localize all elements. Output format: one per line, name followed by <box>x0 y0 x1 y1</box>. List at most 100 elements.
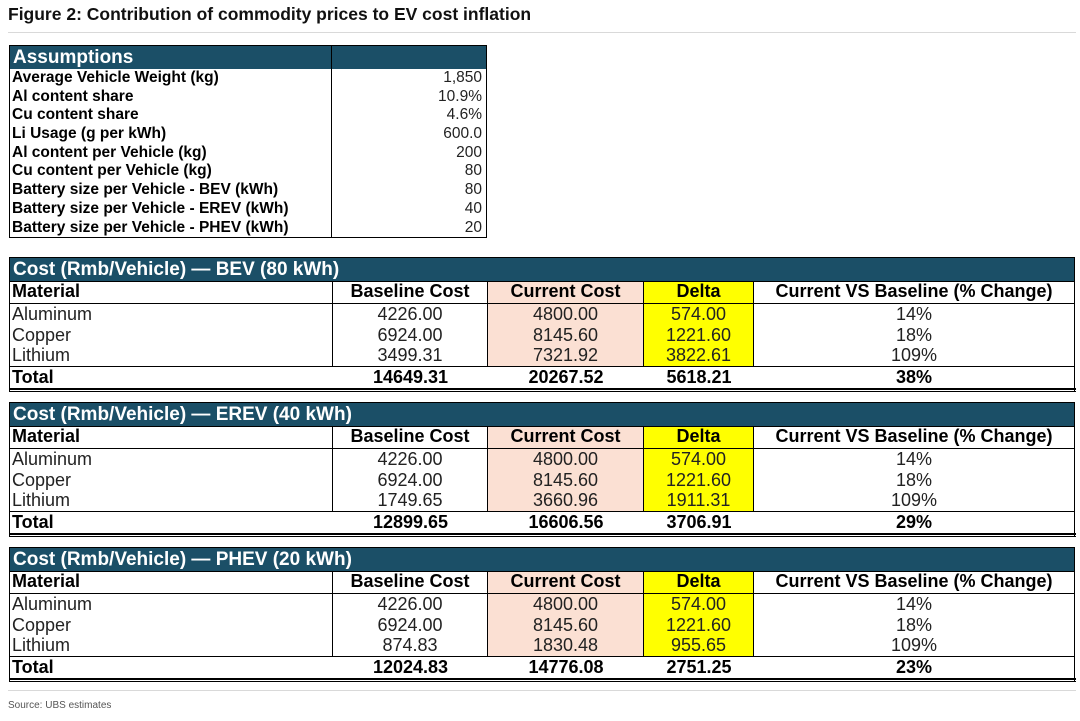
assumption-value: 80 <box>464 162 482 180</box>
total-baseline: 12899.65 <box>333 511 488 533</box>
current-cell: 4800.00 <box>488 594 644 615</box>
assumption-value: 10.9% <box>438 87 482 105</box>
assumption-label: Battery size per Vehicle - EREV (kWh) <box>10 199 332 219</box>
col-material-header: Material <box>10 282 333 303</box>
col-baseline-header: Baseline Cost <box>333 572 488 593</box>
material-cell: Copper <box>10 324 333 345</box>
total-delta: 2751.25 <box>644 656 754 678</box>
col-delta-header: Delta <box>644 282 754 303</box>
double-underline <box>8 532 1076 537</box>
table-row: Aluminum 4226.00 4800.00 574.00 14% <box>10 449 1074 470</box>
total-row: Total 12899.65 16606.56 3706.91 29% <box>10 510 1074 533</box>
cost-table-title: Cost (Rmb/Vehicle) — EREV (40 kWh) <box>9 402 1075 426</box>
assumption-value: 1,850 <box>443 69 482 86</box>
total-label: Total <box>10 366 333 388</box>
assumption-row: Battery size per Vehicle - PHEV (kWh) 20 <box>10 218 486 238</box>
column-header-row: Material Baseline Cost Current Cost Delt… <box>10 426 1074 449</box>
total-baseline: 12024.83 <box>333 656 488 678</box>
change-cell: 109% <box>890 635 938 655</box>
assumption-label: Cu content share <box>10 106 332 126</box>
assumption-label: Battery size per Vehicle - BEV (kWh) <box>10 181 332 200</box>
assumption-row: Cu content per Vehicle (kg) 80 <box>10 162 486 182</box>
total-baseline: 14649.31 <box>333 366 488 388</box>
delta-cell: 1221.60 <box>644 614 754 635</box>
baseline-cell: 6924.00 <box>333 614 488 635</box>
cost-table-phev: Cost (Rmb/Vehicle) — PHEV (20 kWh) Mater… <box>8 547 1076 682</box>
assumptions-table: Assumptions Average Vehicle Weight (kg) 1… <box>9 45 487 239</box>
current-cell: 8145.60 <box>488 614 644 635</box>
material-cell: Lithium <box>10 635 333 656</box>
total-change: 29% <box>754 511 1074 533</box>
assumption-value: 600.0 <box>443 125 482 143</box>
assumption-label: Average Vehicle Weight (kg) <box>10 69 332 88</box>
change-cell: 14% <box>895 449 933 469</box>
material-cell: Lithium <box>10 490 333 511</box>
col-current-header: Current Cost <box>488 282 644 303</box>
baseline-cell: 874.83 <box>333 635 488 656</box>
assumption-row: Cu content share 4.6% <box>10 106 486 126</box>
delta-cell: 955.65 <box>644 635 754 656</box>
current-cell: 3660.96 <box>488 490 644 511</box>
table-row: Lithium 874.83 1830.48 955.65 109% <box>10 635 1074 656</box>
baseline-cell: 4226.00 <box>333 449 488 470</box>
current-cell: 7321.92 <box>488 345 644 366</box>
material-cell: Copper <box>10 614 333 635</box>
total-change: 38% <box>754 366 1074 388</box>
assumption-row: Battery size per Vehicle - EREV (kWh) 40 <box>10 199 486 219</box>
delta-cell: 1221.60 <box>644 324 754 345</box>
cost-table-body: Material Baseline Cost Current Cost Delt… <box>8 571 1076 682</box>
assumption-value: 80 <box>464 181 482 199</box>
table-row: Aluminum 4226.00 4800.00 574.00 14% <box>10 594 1074 615</box>
table-row: Copper 6924.00 8145.60 1221.60 18% <box>10 614 1074 635</box>
table-row: Aluminum 4226.00 4800.00 574.00 14% <box>10 304 1074 325</box>
col-material-header: Material <box>10 427 333 448</box>
figure-title: Figure 2: Contribution of commodity pric… <box>8 4 532 24</box>
assumption-label: Al content per Vehicle (kg) <box>10 143 332 163</box>
total-label: Total <box>10 511 333 533</box>
total-delta: 5618.21 <box>644 366 754 388</box>
material-cell: Aluminum <box>10 304 333 325</box>
delta-cell: 574.00 <box>644 449 754 470</box>
change-cell: 18% <box>895 469 933 490</box>
table-row: Copper 6924.00 8145.60 1221.60 18% <box>10 469 1074 490</box>
material-cell: Aluminum <box>10 449 333 470</box>
col-baseline-header: Baseline Cost <box>333 282 488 303</box>
delta-cell: 574.00 <box>644 304 754 325</box>
assumptions-title: Assumptions <box>10 46 332 69</box>
assumptions-header: Assumptions <box>10 46 486 69</box>
cost-table-bev: Cost (Rmb/Vehicle) — BEV (80 kWh) Materi… <box>8 257 1076 392</box>
current-cell: 8145.60 <box>488 324 644 345</box>
cost-table-title: Cost (Rmb/Vehicle) — PHEV (20 kWh) <box>9 547 1075 571</box>
baseline-cell: 4226.00 <box>333 594 488 615</box>
total-delta: 3706.91 <box>644 511 754 533</box>
assumption-row: Battery size per Vehicle - BEV (kWh) 80 <box>10 181 486 200</box>
cost-table-title: Cost (Rmb/Vehicle) — BEV (80 kWh) <box>9 257 1075 281</box>
assumption-value: 40 <box>464 199 482 217</box>
delta-cell: 1221.60 <box>644 469 754 490</box>
baseline-cell: 4226.00 <box>333 304 488 325</box>
total-row: Total 12024.83 14776.08 2751.25 23% <box>10 655 1074 678</box>
current-cell: 1830.48 <box>488 635 644 656</box>
col-delta-header: Delta <box>644 572 754 593</box>
col-change-header: Current VS Baseline (% Change) <box>775 427 1053 446</box>
col-current-header: Current Cost <box>488 572 644 593</box>
assumption-value: 20 <box>464 218 482 236</box>
assumption-label: Li Usage (g per kWh) <box>10 125 332 144</box>
cost-table-erev: Cost (Rmb/Vehicle) — EREV (40 kWh) Mater… <box>8 402 1076 537</box>
col-delta-header: Delta <box>644 427 754 448</box>
baseline-cell: 6924.00 <box>333 324 488 345</box>
current-cell: 4800.00 <box>488 304 644 325</box>
assumption-row: Al content share 10.9% <box>10 87 486 107</box>
total-change: 23% <box>754 656 1074 678</box>
col-change-header: Current VS Baseline (% Change) <box>775 572 1053 591</box>
delta-cell: 1911.31 <box>644 490 754 511</box>
delta-cell: 574.00 <box>644 594 754 615</box>
change-cell: 109% <box>890 345 938 365</box>
table-row: Copper 6924.00 8145.60 1221.60 18% <box>10 324 1074 345</box>
assumption-label: Battery size per Vehicle - PHEV (kWh) <box>10 218 332 238</box>
double-underline <box>8 677 1076 682</box>
column-header-row: Material Baseline Cost Current Cost Delt… <box>10 571 1074 594</box>
assumption-row: Li Usage (g per kWh) 600.0 <box>10 125 486 144</box>
col-baseline-header: Baseline Cost <box>333 427 488 448</box>
baseline-cell: 3499.31 <box>333 345 488 366</box>
